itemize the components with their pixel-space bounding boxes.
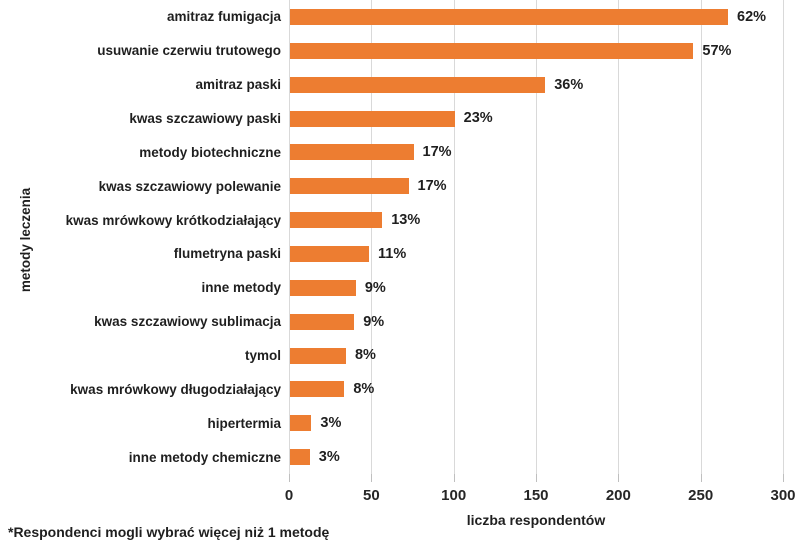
x-axis-title: liczba respondentów xyxy=(466,512,606,528)
value-label: 8% xyxy=(353,381,375,398)
category-label: inne metody xyxy=(201,280,281,296)
axis-tick xyxy=(783,474,784,482)
value-label: 17% xyxy=(422,144,452,161)
chart-footnote: *Respondenci mogli wybrać więcej niż 1 m… xyxy=(8,524,330,540)
gridline xyxy=(371,0,373,474)
x-tick-label: 250 xyxy=(688,487,714,504)
axis-tick xyxy=(536,474,537,482)
bar xyxy=(290,245,370,262)
x-tick-label: 200 xyxy=(605,487,631,504)
category-label: inne metody chemiczne xyxy=(128,449,281,465)
x-tick-label: 100 xyxy=(441,487,467,504)
category-label: amitraz fumigacja xyxy=(166,9,281,25)
value-label: 9% xyxy=(364,279,386,296)
category-label: kwas szczawiowy paski xyxy=(129,110,281,126)
category-label: tymol xyxy=(244,347,281,363)
category-label: kwas szczawiowy sublimacja xyxy=(94,314,281,330)
bar xyxy=(290,381,345,398)
category-label: kwas mrówkowy krótkodziałający xyxy=(65,212,281,228)
value-label: 13% xyxy=(391,212,421,229)
value-label: 9% xyxy=(363,313,385,330)
bar xyxy=(290,178,409,195)
gridline xyxy=(783,0,784,474)
bar xyxy=(290,313,355,330)
bar xyxy=(290,279,356,296)
bar xyxy=(290,144,414,161)
axis-tick xyxy=(371,474,373,482)
value-label: 3% xyxy=(320,415,342,432)
x-tick-label: 0 xyxy=(284,487,294,504)
category-label: metody biotechniczne xyxy=(139,144,281,160)
x-tick-label: 50 xyxy=(362,487,380,504)
category-label: hipertermia xyxy=(207,415,281,431)
x-tick-label: 300 xyxy=(770,487,796,504)
gridline xyxy=(700,0,702,474)
category-label: flumetryna paski xyxy=(173,246,281,262)
bar xyxy=(290,212,383,229)
category-label: kwas szczawiowy polewanie xyxy=(98,178,281,194)
value-label: 57% xyxy=(702,42,732,59)
value-label: 23% xyxy=(463,110,493,127)
bar xyxy=(290,110,455,127)
category-label: amitraz paski xyxy=(195,77,281,93)
value-label: 17% xyxy=(417,178,447,195)
category-label: usuwanie czerwiu trutowego xyxy=(97,43,281,59)
bar xyxy=(290,415,312,432)
gridline xyxy=(453,0,455,474)
x-tick-label: 150 xyxy=(523,487,549,504)
bar xyxy=(290,347,346,364)
bar xyxy=(290,449,310,466)
bar xyxy=(290,76,546,93)
axis-tick xyxy=(289,474,290,482)
category-label: kwas mrówkowy długodziałający xyxy=(70,381,281,397)
axis-tick xyxy=(700,474,702,482)
gridline xyxy=(536,0,537,474)
gridline xyxy=(618,0,620,474)
value-label: 62% xyxy=(737,8,767,25)
bar xyxy=(290,42,694,59)
value-label: 11% xyxy=(378,245,407,262)
value-label: 8% xyxy=(354,347,376,364)
value-label: 36% xyxy=(554,76,584,93)
gridline xyxy=(289,0,290,474)
axis-tick xyxy=(453,474,455,482)
value-label: 3% xyxy=(318,449,340,466)
plot-area: 62% 57% 36% 23% 17% 17% 13% 11% 9% 9% 8% 8% 3% 3% xyxy=(289,0,784,482)
axis-tick xyxy=(618,474,620,482)
bar xyxy=(290,8,728,25)
